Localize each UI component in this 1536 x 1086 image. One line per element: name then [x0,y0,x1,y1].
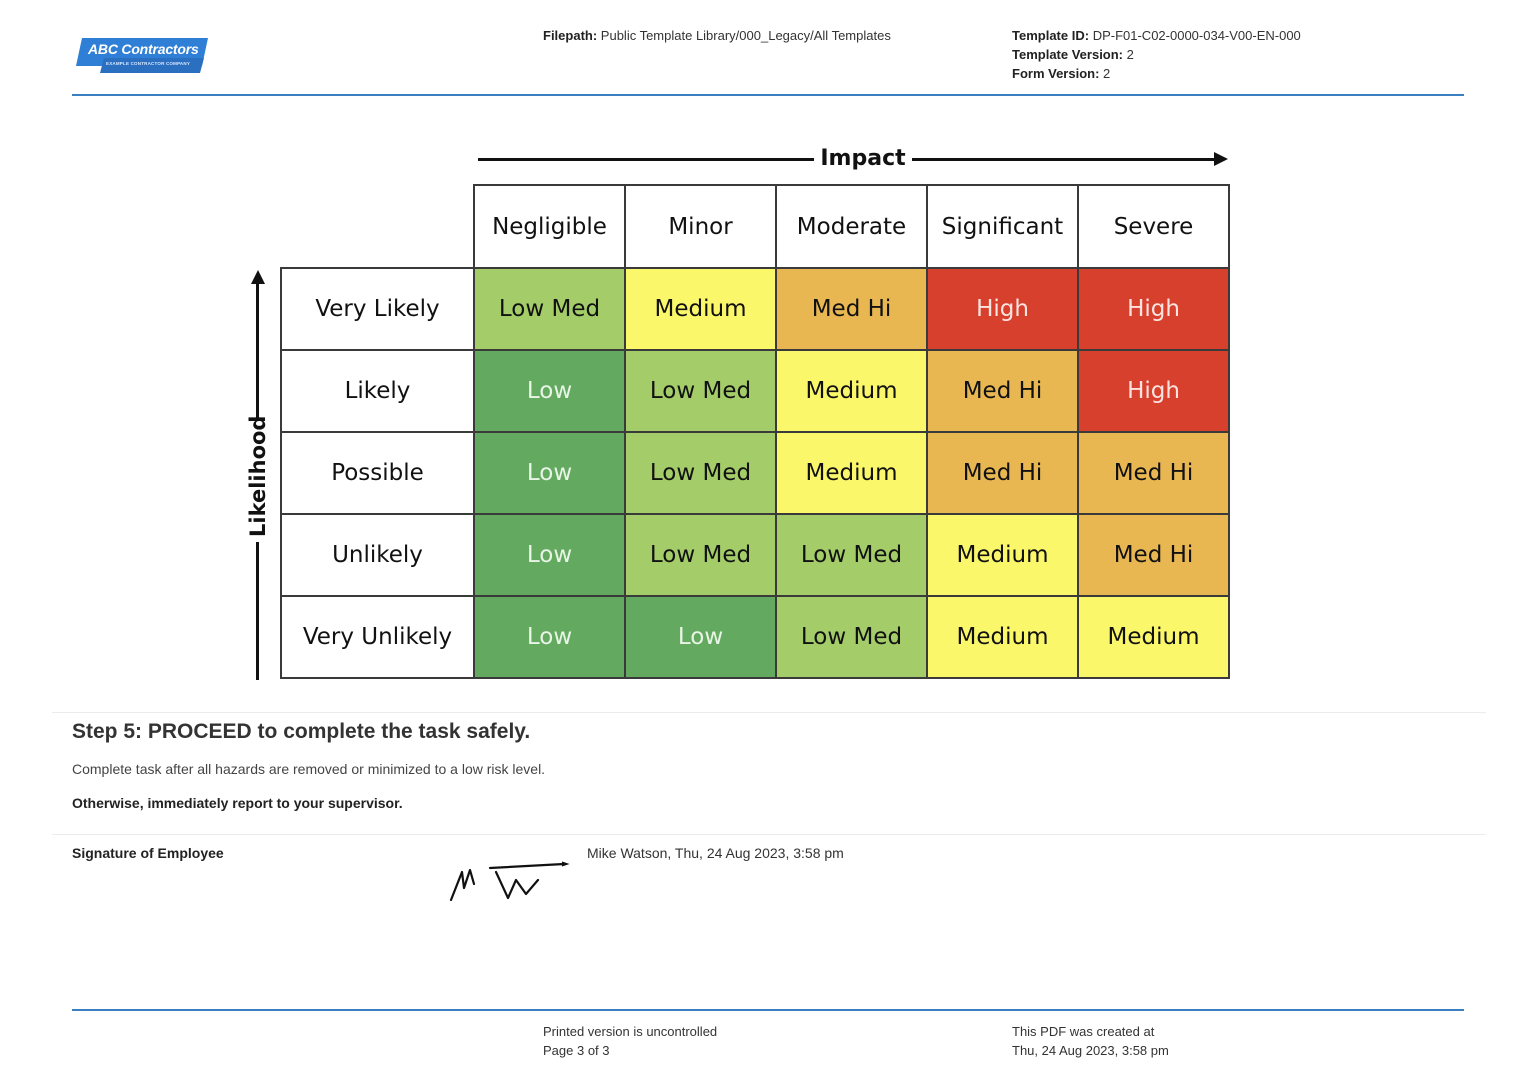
risk-cell: Low [473,349,626,433]
company-logo: ABC Contractors EXAMPLE CONTRACTOR COMPA… [74,36,210,74]
risk-cell: Low [473,595,626,679]
signature-label: Signature of Employee [72,845,224,861]
risk-matrix: Impact Likelihood Negligible Minor Moder… [240,140,1240,690]
section-divider [52,712,1486,713]
signature-meta: Mike Watson, Thu, 24 Aug 2023, 3:58 pm [587,845,844,861]
risk-cell: High [926,267,1079,351]
template-version: Template Version: 2 [1012,45,1301,64]
matrix-corner [281,185,474,268]
risk-cell: Low Med [624,349,777,433]
impact-column-header: Severe [1077,184,1230,269]
likelihood-axis-line [256,542,259,680]
risk-cell: Medium [1077,595,1230,679]
logo-subtitle: EXAMPLE CONTRACTOR COMPANY [106,61,191,66]
matrix-row: Possible Low Low Med Medium Med Hi Med H… [280,431,1230,515]
risk-cell: Med Hi [1077,513,1230,597]
impact-axis-line [912,158,1218,161]
step-title: Step 5: PROCEED to complete the task saf… [72,720,531,743]
step-description: Complete task after all hazards are remo… [72,761,546,777]
risk-cell: Low Med [473,267,626,351]
likelihood-row-header: Possible [280,431,475,515]
likelihood-row-header: Likely [280,349,475,433]
risk-cell: Medium [775,349,928,433]
filepath-label: Filepath: [543,28,598,43]
footer-divider [72,1009,1464,1011]
risk-cell: Low Med [775,595,928,679]
risk-cell: Low [473,431,626,515]
risk-cell: Low Med [624,431,777,515]
template-id-label: Template ID: [1012,28,1090,43]
risk-cell: Medium [775,431,928,515]
logo-banner-icon [76,38,208,73]
footer-right: This PDF was created at Thu, 24 Aug 2023… [1012,1022,1169,1060]
matrix-header-row: Negligible Minor Moderate Significant Se… [281,184,1230,269]
risk-cell: Low Med [624,513,777,597]
matrix-row: Very Likely Low Med Medium Med Hi High H… [280,267,1230,351]
matrix-row: Unlikely Low Low Med Low Med Medium Med … [280,513,1230,597]
likelihood-row-header: Very Unlikely [280,595,475,679]
template-id-value: DP-F01-C02-0000-034-V00-EN-000 [1092,28,1301,43]
arrow-right-icon [1214,152,1228,166]
form-version-label: Form Version: [1012,66,1100,81]
likelihood-axis: Likelihood [246,270,270,680]
form-version-value: 2 [1103,66,1111,81]
page-header: ABC Contractors EXAMPLE CONTRACTOR COMPA… [0,0,1536,100]
risk-cell: High [1077,267,1230,351]
filepath: Filepath: Public Template Library/000_Le… [543,26,891,45]
risk-cell: Low [473,513,626,597]
template-version-label: Template Version: [1012,47,1124,62]
filepath-value: Public Template Library/000_Legacy/All T… [600,28,891,43]
form-version: Form Version: 2 [1012,64,1301,83]
signature-image [449,861,570,902]
risk-matrix-table: Negligible Minor Moderate Significant Se… [280,184,1230,679]
arrow-up-icon [251,270,265,284]
created-timestamp: Thu, 24 Aug 2023, 3:58 pm [1012,1043,1169,1058]
likelihood-row-header: Very Likely [280,267,475,351]
likelihood-axis-label: Likelihood [246,415,270,537]
impact-column-header: Minor [624,184,777,269]
step-note: Otherwise, immediately report to your su… [72,795,403,811]
template-info: Template ID: DP-F01-C02-0000-034-V00-EN-… [1012,26,1301,83]
risk-cell: Medium [624,267,777,351]
likelihood-row-header: Unlikely [280,513,475,597]
impact-column-header: Significant [926,184,1079,269]
impact-axis: Impact [478,146,1230,172]
likelihood-axis-line [256,280,259,420]
risk-cell: Med Hi [926,349,1079,433]
risk-cell: Low Med [775,513,928,597]
footer-left: Printed version is uncontrolled Page 3 o… [543,1022,717,1060]
impact-column-header: Moderate [775,184,928,269]
impact-column-header: Negligible [473,184,626,269]
risk-cell: Medium [926,595,1079,679]
created-label: This PDF was created at [1012,1024,1155,1039]
risk-cell: High [1077,349,1230,433]
uncontrolled-notice: Printed version is uncontrolled [543,1024,718,1039]
impact-axis-line [478,158,814,161]
risk-cell: Med Hi [775,267,928,351]
header-divider [72,94,1464,96]
impact-axis-label: Impact [820,146,906,171]
risk-cell: Medium [926,513,1079,597]
risk-cell: Med Hi [1077,431,1230,515]
template-version-value: 2 [1126,47,1134,62]
matrix-row: Likely Low Low Med Medium Med Hi High [280,349,1230,433]
risk-cell: Med Hi [926,431,1079,515]
template-id: Template ID: DP-F01-C02-0000-034-V00-EN-… [1012,26,1301,45]
page-number: Page 3 of 3 [543,1043,610,1058]
risk-cell: Low [624,595,777,679]
matrix-row: Very Unlikely Low Low Low Med Medium Med… [280,595,1230,679]
section-divider [52,834,1486,835]
logo-title: ABC Contractors [88,41,199,57]
